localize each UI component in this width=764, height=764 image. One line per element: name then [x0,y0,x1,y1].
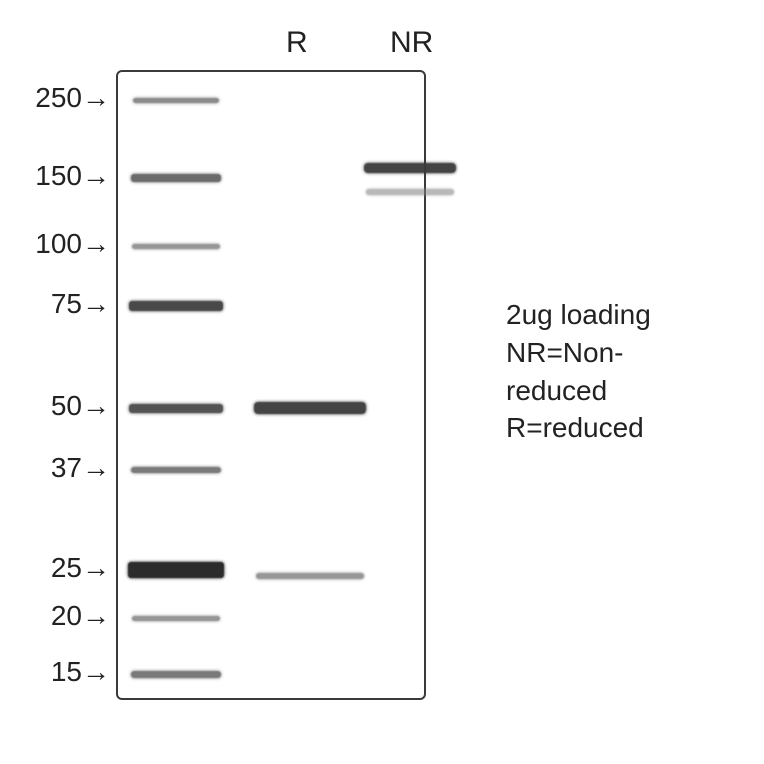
mw-value: 150 [35,160,82,191]
gel-figure: R NR 250→150→100→75→50→37→25→20→15→ 2ug … [0,0,764,764]
ladder-band-25 [128,562,224,578]
mw-value: 250 [35,82,82,113]
annotation-line: NR=Non- [506,334,651,372]
mw-label-100: 100→ [35,228,110,260]
ladder-band-50 [129,404,223,413]
mw-label-20: 20→ [51,600,110,632]
ladder-band-15 [131,671,221,678]
lane-label-nr: NR [390,26,433,60]
arrow-right-icon: → [82,160,110,192]
annotation-line: 2ug loading [506,296,651,334]
mw-label-150: 150→ [35,160,110,192]
annotation-line: R=reduced [506,409,651,447]
reduced-band-1 [256,573,364,579]
ladder-band-150 [131,174,221,182]
mw-label-75: 75→ [51,288,110,320]
mw-label-50: 50→ [51,390,110,422]
mw-value: 25 [51,552,82,583]
arrow-right-icon: → [82,656,110,688]
ladder-band-20 [132,616,220,621]
arrow-right-icon: → [82,82,110,114]
mw-label-15: 15→ [51,656,110,688]
ladder-band-37 [131,467,221,473]
arrow-right-icon: → [82,228,110,260]
arrow-right-icon: → [82,600,110,632]
lane-label-r: R [286,26,308,60]
mw-label-37: 37→ [51,452,110,484]
mw-value: 75 [51,288,82,319]
mw-value: 20 [51,600,82,631]
mw-value: 37 [51,452,82,483]
arrow-right-icon: → [82,452,110,484]
loading-annotation: 2ug loadingNR=Non-reducedR=reduced [506,296,651,447]
ladder-band-75 [129,301,223,311]
mw-value: 15 [51,656,82,687]
nonreduced-band-1 [366,189,454,195]
reduced-band-0 [254,402,366,414]
mw-value: 50 [51,390,82,421]
mw-value: 100 [35,228,82,259]
ladder-band-250 [133,98,219,103]
annotation-line: reduced [506,372,651,410]
arrow-right-icon: → [82,552,110,584]
arrow-right-icon: → [82,288,110,320]
ladder-band-100 [132,244,220,249]
mw-label-25: 25→ [51,552,110,584]
mw-label-250: 250→ [35,82,110,114]
arrow-right-icon: → [82,390,110,422]
nonreduced-band-0 [364,163,456,173]
